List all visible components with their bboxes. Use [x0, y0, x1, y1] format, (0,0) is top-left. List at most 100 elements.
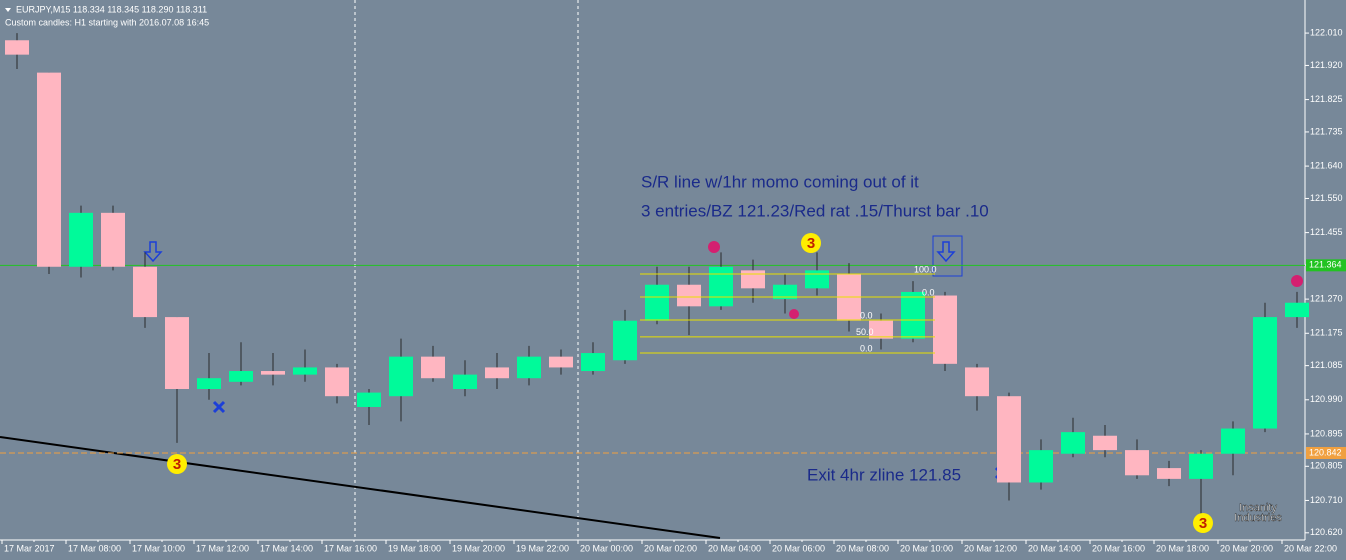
x-tick-label: 19 Mar 22:00	[516, 543, 569, 553]
fibo-label: 0.0	[860, 343, 873, 353]
candle-body	[933, 295, 957, 364]
candle-body	[581, 353, 605, 372]
fibo-label: 0.0	[860, 310, 873, 320]
signal-label: 3	[173, 456, 181, 473]
menu-icon	[5, 8, 11, 12]
fibo-label: 50.0	[856, 327, 874, 337]
x-tick-label: 20 Mar 14:00	[1028, 543, 1081, 553]
price-level-label: 120.842	[1309, 447, 1342, 457]
y-tick-label: 121.825	[1310, 94, 1343, 104]
price-level-tag	[1306, 259, 1346, 272]
x-tick-label: 20 Mar 08:00	[836, 543, 889, 553]
x-tick-label: 17 Mar 2017	[4, 543, 55, 553]
candle-body	[1125, 450, 1149, 476]
candle-body	[1157, 468, 1181, 479]
candle-body	[1029, 450, 1053, 483]
candle-body	[645, 284, 669, 321]
chart-title: EURJPY,M15 118.334 118.345 118.290 118.3…	[16, 4, 207, 14]
candle-body	[357, 392, 381, 407]
candle-body	[229, 371, 253, 382]
fibo-label: 100.0	[914, 264, 937, 274]
candle-body	[1189, 453, 1213, 479]
x-tick-label: 17 Mar 16:00	[324, 543, 377, 553]
candle-body	[1285, 302, 1309, 318]
x-tick-label: 20 Mar 02:00	[644, 543, 697, 553]
y-tick-label: 120.620	[1310, 527, 1343, 537]
candle-body	[709, 266, 733, 307]
watermark: Industries	[1234, 512, 1282, 524]
x-tick-label: 19 Mar 20:00	[452, 543, 505, 553]
x-tick-label: 20 Mar 16:00	[1092, 543, 1145, 553]
candle-body	[1221, 428, 1245, 454]
x-tick-label: 20 Mar 00:00	[580, 543, 633, 553]
candle-body	[37, 72, 61, 267]
x-tick-label: 20 Mar 06:00	[772, 543, 825, 553]
candle-body	[1061, 432, 1085, 454]
signal-label: 3	[807, 235, 815, 252]
candle-body	[613, 320, 637, 361]
x-tick-label: 19 Mar 18:00	[388, 543, 441, 553]
signal-dot	[1291, 275, 1303, 287]
x-tick-label: 20 Mar 04:00	[708, 543, 761, 553]
signal-marker	[167, 454, 187, 474]
x-tick-label: 20 Mar 12:00	[964, 543, 1017, 553]
x-tick-label: 17 Mar 10:00	[132, 543, 185, 553]
signal-dot	[789, 309, 799, 319]
chart-subtitle: Custom candles: H1 starting with 2016.07…	[5, 17, 209, 27]
candle-body	[101, 212, 125, 267]
x-tick-label: 20 Mar 22:00	[1284, 543, 1337, 553]
x-tick-label: 17 Mar 08:00	[68, 543, 121, 553]
candle-body	[293, 367, 317, 375]
y-tick-label: 121.640	[1310, 160, 1343, 170]
signal-label: 3	[1199, 515, 1207, 532]
x-tick-label: 17 Mar 14:00	[260, 543, 313, 553]
x-tick-label: 17 Mar 12:00	[196, 543, 249, 553]
fibo-label: 0.0	[922, 287, 935, 297]
y-tick-label: 120.895	[1310, 428, 1343, 438]
arrow-box	[932, 235, 963, 277]
annotation: S/R line w/1hr momo coming out of it	[641, 172, 919, 191]
y-tick-label: 122.010	[1310, 27, 1343, 37]
candle-body	[485, 367, 509, 379]
price-level-tag	[1306, 446, 1346, 459]
x-tick-label: 20 Mar 20:00	[1220, 543, 1273, 553]
candle-body	[741, 270, 765, 289]
signal-marker	[801, 233, 821, 253]
annotation: Exit 4hr zline 121.85	[807, 465, 961, 484]
y-tick-label: 121.270	[1310, 293, 1343, 303]
y-tick-label: 121.175	[1310, 328, 1343, 338]
candle-body	[5, 40, 29, 55]
y-tick-label: 121.085	[1310, 360, 1343, 370]
candle-body	[549, 356, 573, 368]
candle-body	[261, 371, 285, 375]
sell-arrow	[143, 241, 163, 263]
y-tick-label: 120.710	[1310, 495, 1343, 505]
candle-body	[901, 291, 925, 339]
candle-body	[965, 367, 989, 397]
exit-cross	[212, 400, 226, 414]
y-tick-label: 120.990	[1310, 394, 1343, 404]
x-tick-label: 20 Mar 18:00	[1156, 543, 1209, 553]
candle-body	[453, 374, 477, 390]
candle-body	[869, 320, 893, 339]
candle-body	[325, 367, 349, 397]
candle-body	[677, 284, 701, 307]
signal-dot	[708, 241, 720, 253]
x-tick-label: 20 Mar 10:00	[900, 543, 953, 553]
candle-body	[805, 270, 829, 289]
candle-body	[69, 212, 93, 267]
y-tick-label: 120.805	[1310, 461, 1343, 471]
candle-body	[133, 266, 157, 318]
watermark: Insanity	[1239, 502, 1277, 514]
candle-body	[773, 284, 797, 300]
candle-body	[997, 396, 1021, 483]
candle-body	[197, 378, 221, 390]
annotation: 3 entries/BZ 121.23/Red rat .15/Thurst b…	[641, 201, 989, 220]
price-level-label: 121.364	[1309, 260, 1342, 270]
sell-arrow	[936, 241, 956, 263]
candle-body	[1093, 435, 1117, 451]
candle-body	[1253, 317, 1277, 429]
trend-line	[0, 436, 721, 539]
